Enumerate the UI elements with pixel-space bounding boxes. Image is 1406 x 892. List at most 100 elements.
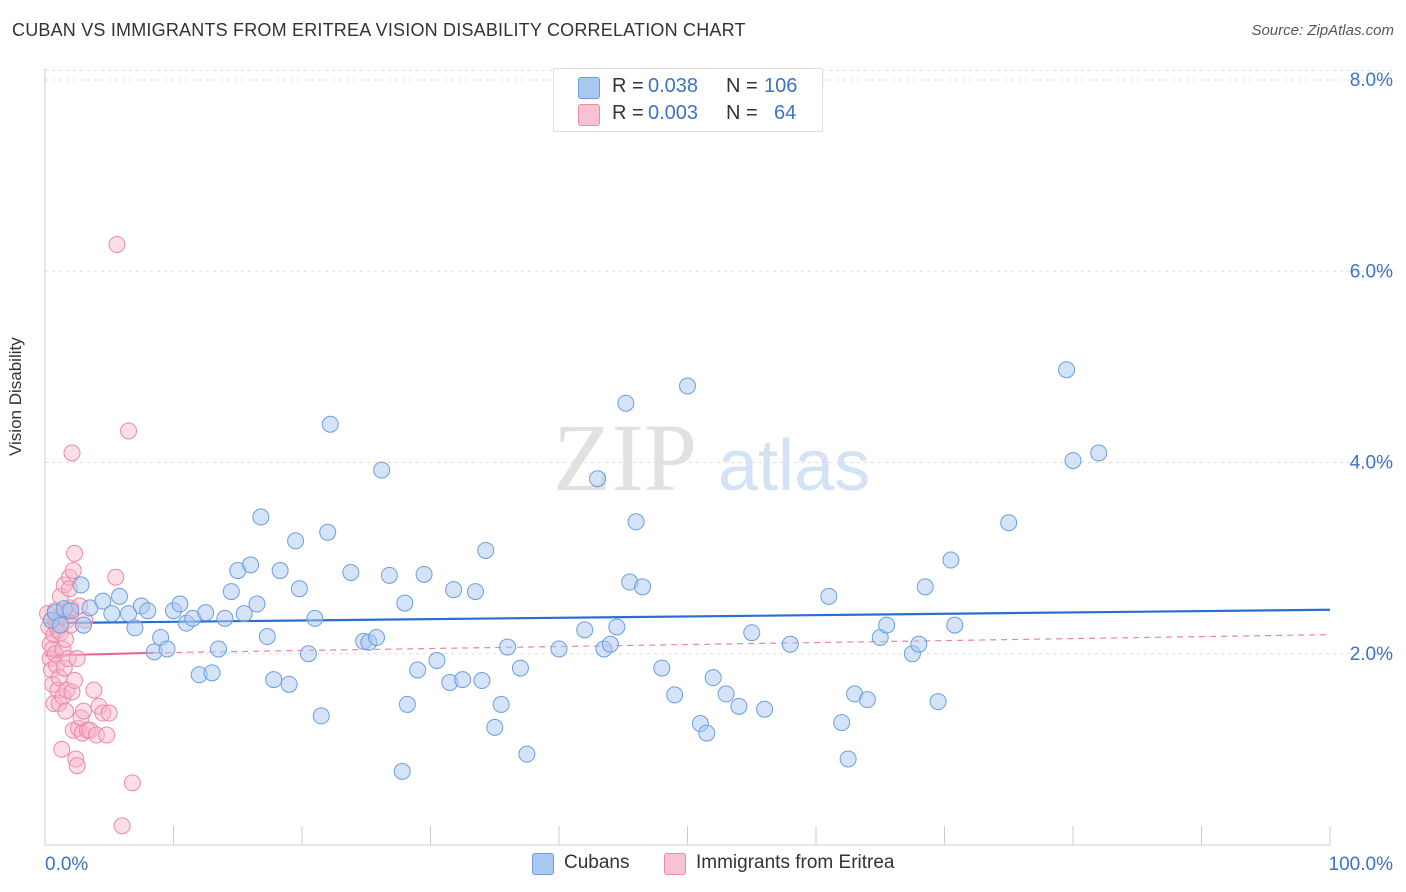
cubans-point xyxy=(398,695,416,713)
cubans-point xyxy=(730,697,748,715)
eritrea-point xyxy=(68,757,86,775)
cubans-point xyxy=(486,718,504,736)
cubans-point xyxy=(1064,452,1082,470)
cubans-point xyxy=(409,661,427,679)
cubans-point xyxy=(910,635,928,653)
cubans-point xyxy=(698,724,716,742)
eritrea-point xyxy=(98,726,116,744)
eritrea-point xyxy=(66,544,84,562)
cubans-point xyxy=(319,523,337,541)
y-tick-label: 6.0% xyxy=(1350,261,1393,282)
cubans-point xyxy=(576,621,594,639)
cubans-point xyxy=(717,685,735,703)
cubans-point xyxy=(878,616,896,634)
eritrea-point xyxy=(108,235,126,253)
eritrea-point xyxy=(100,704,118,722)
watermark-atlas: atlas xyxy=(718,426,870,506)
cubans-point xyxy=(704,669,722,687)
cubans-point xyxy=(781,635,799,653)
cubans-point xyxy=(62,602,80,620)
cubans-point xyxy=(466,583,484,601)
eritrea-point xyxy=(57,630,75,648)
eritrea-point xyxy=(66,672,84,690)
cubans-point xyxy=(499,638,517,656)
y-tick-label: 2.0% xyxy=(1350,644,1393,665)
eritrea-point xyxy=(55,659,73,677)
cubans-point xyxy=(103,605,121,623)
cubans-point xyxy=(653,659,671,677)
cubans-point xyxy=(1058,361,1076,379)
cubans-point xyxy=(634,578,652,596)
legend-cubans-label: Cubans xyxy=(564,852,630,873)
cubans-point xyxy=(216,609,234,627)
cubans-point xyxy=(454,671,472,689)
cubans-point xyxy=(75,616,93,634)
eritrea-point xyxy=(68,650,86,668)
eritrea-point xyxy=(57,702,75,720)
stats-legend: R = 0.038 N = 106 R = 0.003 N = 64 xyxy=(553,68,823,132)
cubans-swatch xyxy=(578,77,600,99)
cubans-point xyxy=(248,595,266,613)
watermark-zip: ZIP xyxy=(553,404,697,511)
eritrea-point xyxy=(120,422,138,440)
cubans-point xyxy=(518,745,536,763)
cubans-point xyxy=(299,645,317,663)
eritrea-point xyxy=(123,774,141,792)
cubans-point xyxy=(380,566,398,584)
cubans-point xyxy=(608,618,626,636)
cubans-point xyxy=(306,609,324,627)
legend-eritrea-label: Immigrants from Eritrea xyxy=(696,852,895,873)
cubans-point xyxy=(858,691,876,709)
cubans-point xyxy=(111,587,129,605)
legend-r-label: R = xyxy=(612,75,644,97)
cubans-point xyxy=(477,541,495,559)
cubans-point xyxy=(550,640,568,658)
legend-r-label: R = xyxy=(612,102,644,124)
source-label: Source: ZipAtlas.com xyxy=(1251,22,1394,39)
eritrea-point xyxy=(64,562,82,580)
tick-labels: 2.0% 4.0% 6.0% 8.0% 0.0% 100.0% xyxy=(44,70,1394,875)
cubans-point xyxy=(158,640,176,658)
eritrea-swatch xyxy=(578,104,600,126)
eritrea-point xyxy=(87,726,105,744)
legend-n-value: 64 xyxy=(774,102,797,124)
cubans-point xyxy=(415,565,433,583)
cubans-point xyxy=(743,624,761,642)
cubans-point xyxy=(120,605,138,623)
eritrea-point xyxy=(75,702,93,720)
cubans-point xyxy=(916,578,934,596)
eritrea-points xyxy=(39,235,141,835)
legend-n-label: N = xyxy=(726,102,758,124)
cubans-point xyxy=(171,595,189,613)
cubans-point xyxy=(946,616,964,634)
cubans-point xyxy=(287,532,305,550)
eritrea-point xyxy=(85,681,103,699)
cubans-point xyxy=(368,628,386,646)
cubans-points xyxy=(42,361,1108,780)
cubans-point xyxy=(252,508,270,526)
eritrea-point xyxy=(67,750,85,768)
legend-n-value: 106 xyxy=(764,75,798,97)
cubans-point xyxy=(235,605,253,623)
cubans-point xyxy=(258,628,276,646)
cubans-point xyxy=(1090,444,1108,462)
legend-r-value: 0.003 xyxy=(648,102,699,124)
watermark: ZIP atlas xyxy=(553,404,870,511)
cubans-point xyxy=(312,707,330,725)
cubans-point xyxy=(617,394,635,412)
x-tick-label: 0.0% xyxy=(45,854,88,875)
cubans-point xyxy=(396,594,414,612)
cubans-point xyxy=(492,695,510,713)
legend-n-label: N = xyxy=(726,75,758,97)
cubans-point xyxy=(756,700,774,718)
cubans-point xyxy=(627,513,645,531)
eritrea-swatch xyxy=(664,853,686,875)
cubans-point xyxy=(428,651,446,669)
legend-r-value: 0.038 xyxy=(648,75,699,97)
chart-title: CUBAN VS IMMIGRANTS FROM ERITREA VISION … xyxy=(12,20,746,40)
cubans-point xyxy=(209,640,227,658)
cubans-point xyxy=(280,675,298,693)
x-tick-label: 100.0% xyxy=(1329,854,1394,875)
cubans-point xyxy=(589,470,607,488)
